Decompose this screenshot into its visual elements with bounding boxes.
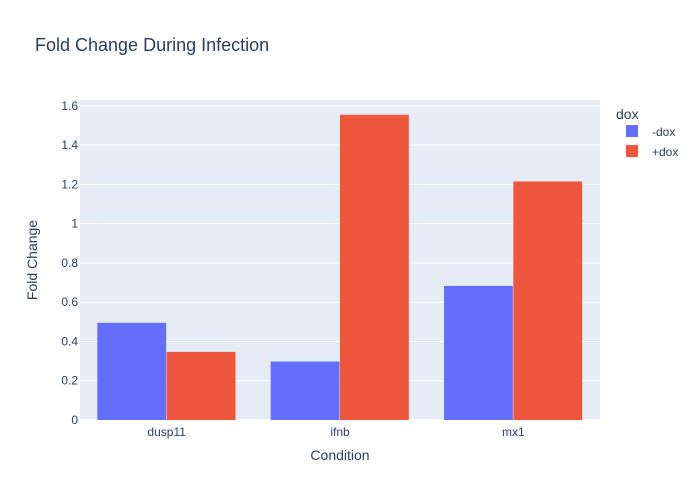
y-axis-title: Fold Change [24, 220, 40, 300]
bar-ifnb-plus-dox[interactable] [340, 114, 409, 420]
x-axis-title: Condition [310, 447, 369, 463]
y-tick-label: 0.8 [61, 256, 78, 270]
bar-dusp11-plus-dox[interactable] [166, 351, 236, 420]
x-tick-label: ifnb [330, 425, 350, 439]
legend[interactable]: dox -dox +dox [616, 106, 678, 159]
legend-title: dox [616, 106, 639, 122]
x-tick-label: mx1 [502, 425, 525, 439]
legend-label[interactable]: -dox [652, 125, 675, 139]
y-tick-label: 0 [71, 413, 78, 427]
x-axis-ticks: dusp11 ifnb mx1 [147, 425, 525, 439]
y-tick-label: 1.6 [61, 99, 78, 113]
x-tick-label: dusp11 [147, 425, 186, 439]
y-tick-label: 0.4 [61, 334, 78, 348]
bar-dusp11-minus-dox[interactable] [97, 322, 167, 420]
y-tick-label: 1.4 [61, 138, 78, 152]
chart-title: Fold Change During Infection [35, 35, 269, 55]
y-tick-label: 1.2 [61, 177, 78, 191]
y-tick-label: 0.2 [61, 374, 78, 388]
bar-ifnb-minus-dox[interactable] [270, 361, 340, 420]
y-axis-ticks: 0 0.2 0.4 0.6 0.8 1 1.2 1.4 1.6 [61, 99, 78, 427]
y-tick-label: 0.6 [61, 295, 78, 309]
bar-mx1-minus-dox[interactable] [444, 285, 513, 420]
bar-mx1-plus-dox[interactable] [513, 181, 583, 420]
bars [97, 114, 583, 420]
legend-label[interactable]: +dox [652, 145, 678, 159]
legend-swatch[interactable] [626, 125, 638, 137]
legend-swatch[interactable] [626, 145, 638, 157]
y-tick-label: 1 [71, 217, 78, 231]
